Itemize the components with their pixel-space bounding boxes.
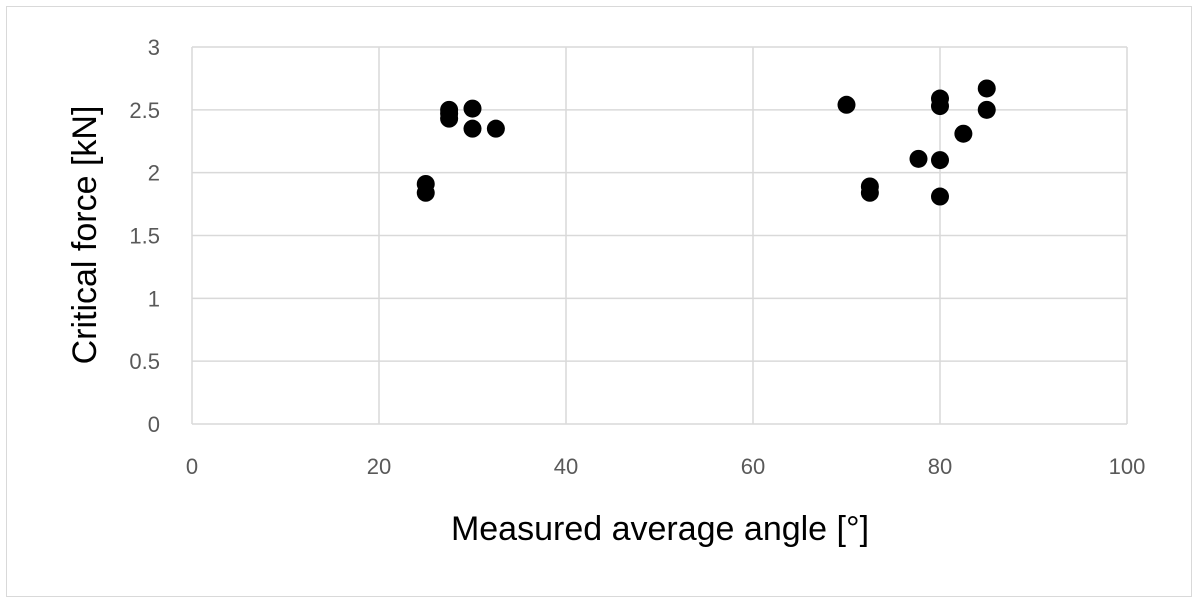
x-tick-label: 20 [367, 454, 391, 479]
y-axis-title: Critical force [kN] [66, 106, 104, 365]
data-point [486, 119, 505, 138]
y-tick-labels: 0 0.5 1 1.5 2 2.5 3 [129, 35, 160, 437]
x-tick-label: 40 [554, 454, 578, 479]
data-points [416, 79, 996, 206]
data-point [931, 187, 949, 206]
data-point [416, 183, 435, 202]
x-tick-label: 0 [186, 454, 198, 479]
y-tick-label: 1.5 [129, 224, 160, 249]
data-point [463, 119, 482, 138]
data-point [931, 97, 949, 116]
data-point [909, 149, 928, 168]
chart-frame [6, 6, 1192, 597]
y-tick-label: 0.5 [129, 349, 160, 374]
y-tick-label: 2.5 [129, 98, 160, 123]
x-axis-title: Measured average angle [°] [451, 510, 869, 548]
y-tick-label: 1 [148, 286, 160, 311]
x-tick-label: 80 [928, 454, 952, 479]
data-point [860, 183, 879, 202]
y-tick-label: 3 [148, 35, 160, 60]
data-point [463, 99, 482, 118]
x-tick-label: 100 [1109, 454, 1146, 479]
data-point [977, 100, 996, 119]
x-tick-label: 60 [741, 454, 765, 479]
x-tick-labels: 0 20 40 60 80 100 [186, 454, 1145, 479]
data-point [931, 151, 949, 170]
data-point [837, 95, 856, 114]
data-point [977, 79, 996, 98]
data-point [954, 124, 973, 143]
axes [191, 47, 1127, 425]
y-tick-label: 2 [148, 161, 160, 186]
y-tick-label: 0 [148, 412, 160, 437]
data-point [440, 109, 459, 128]
